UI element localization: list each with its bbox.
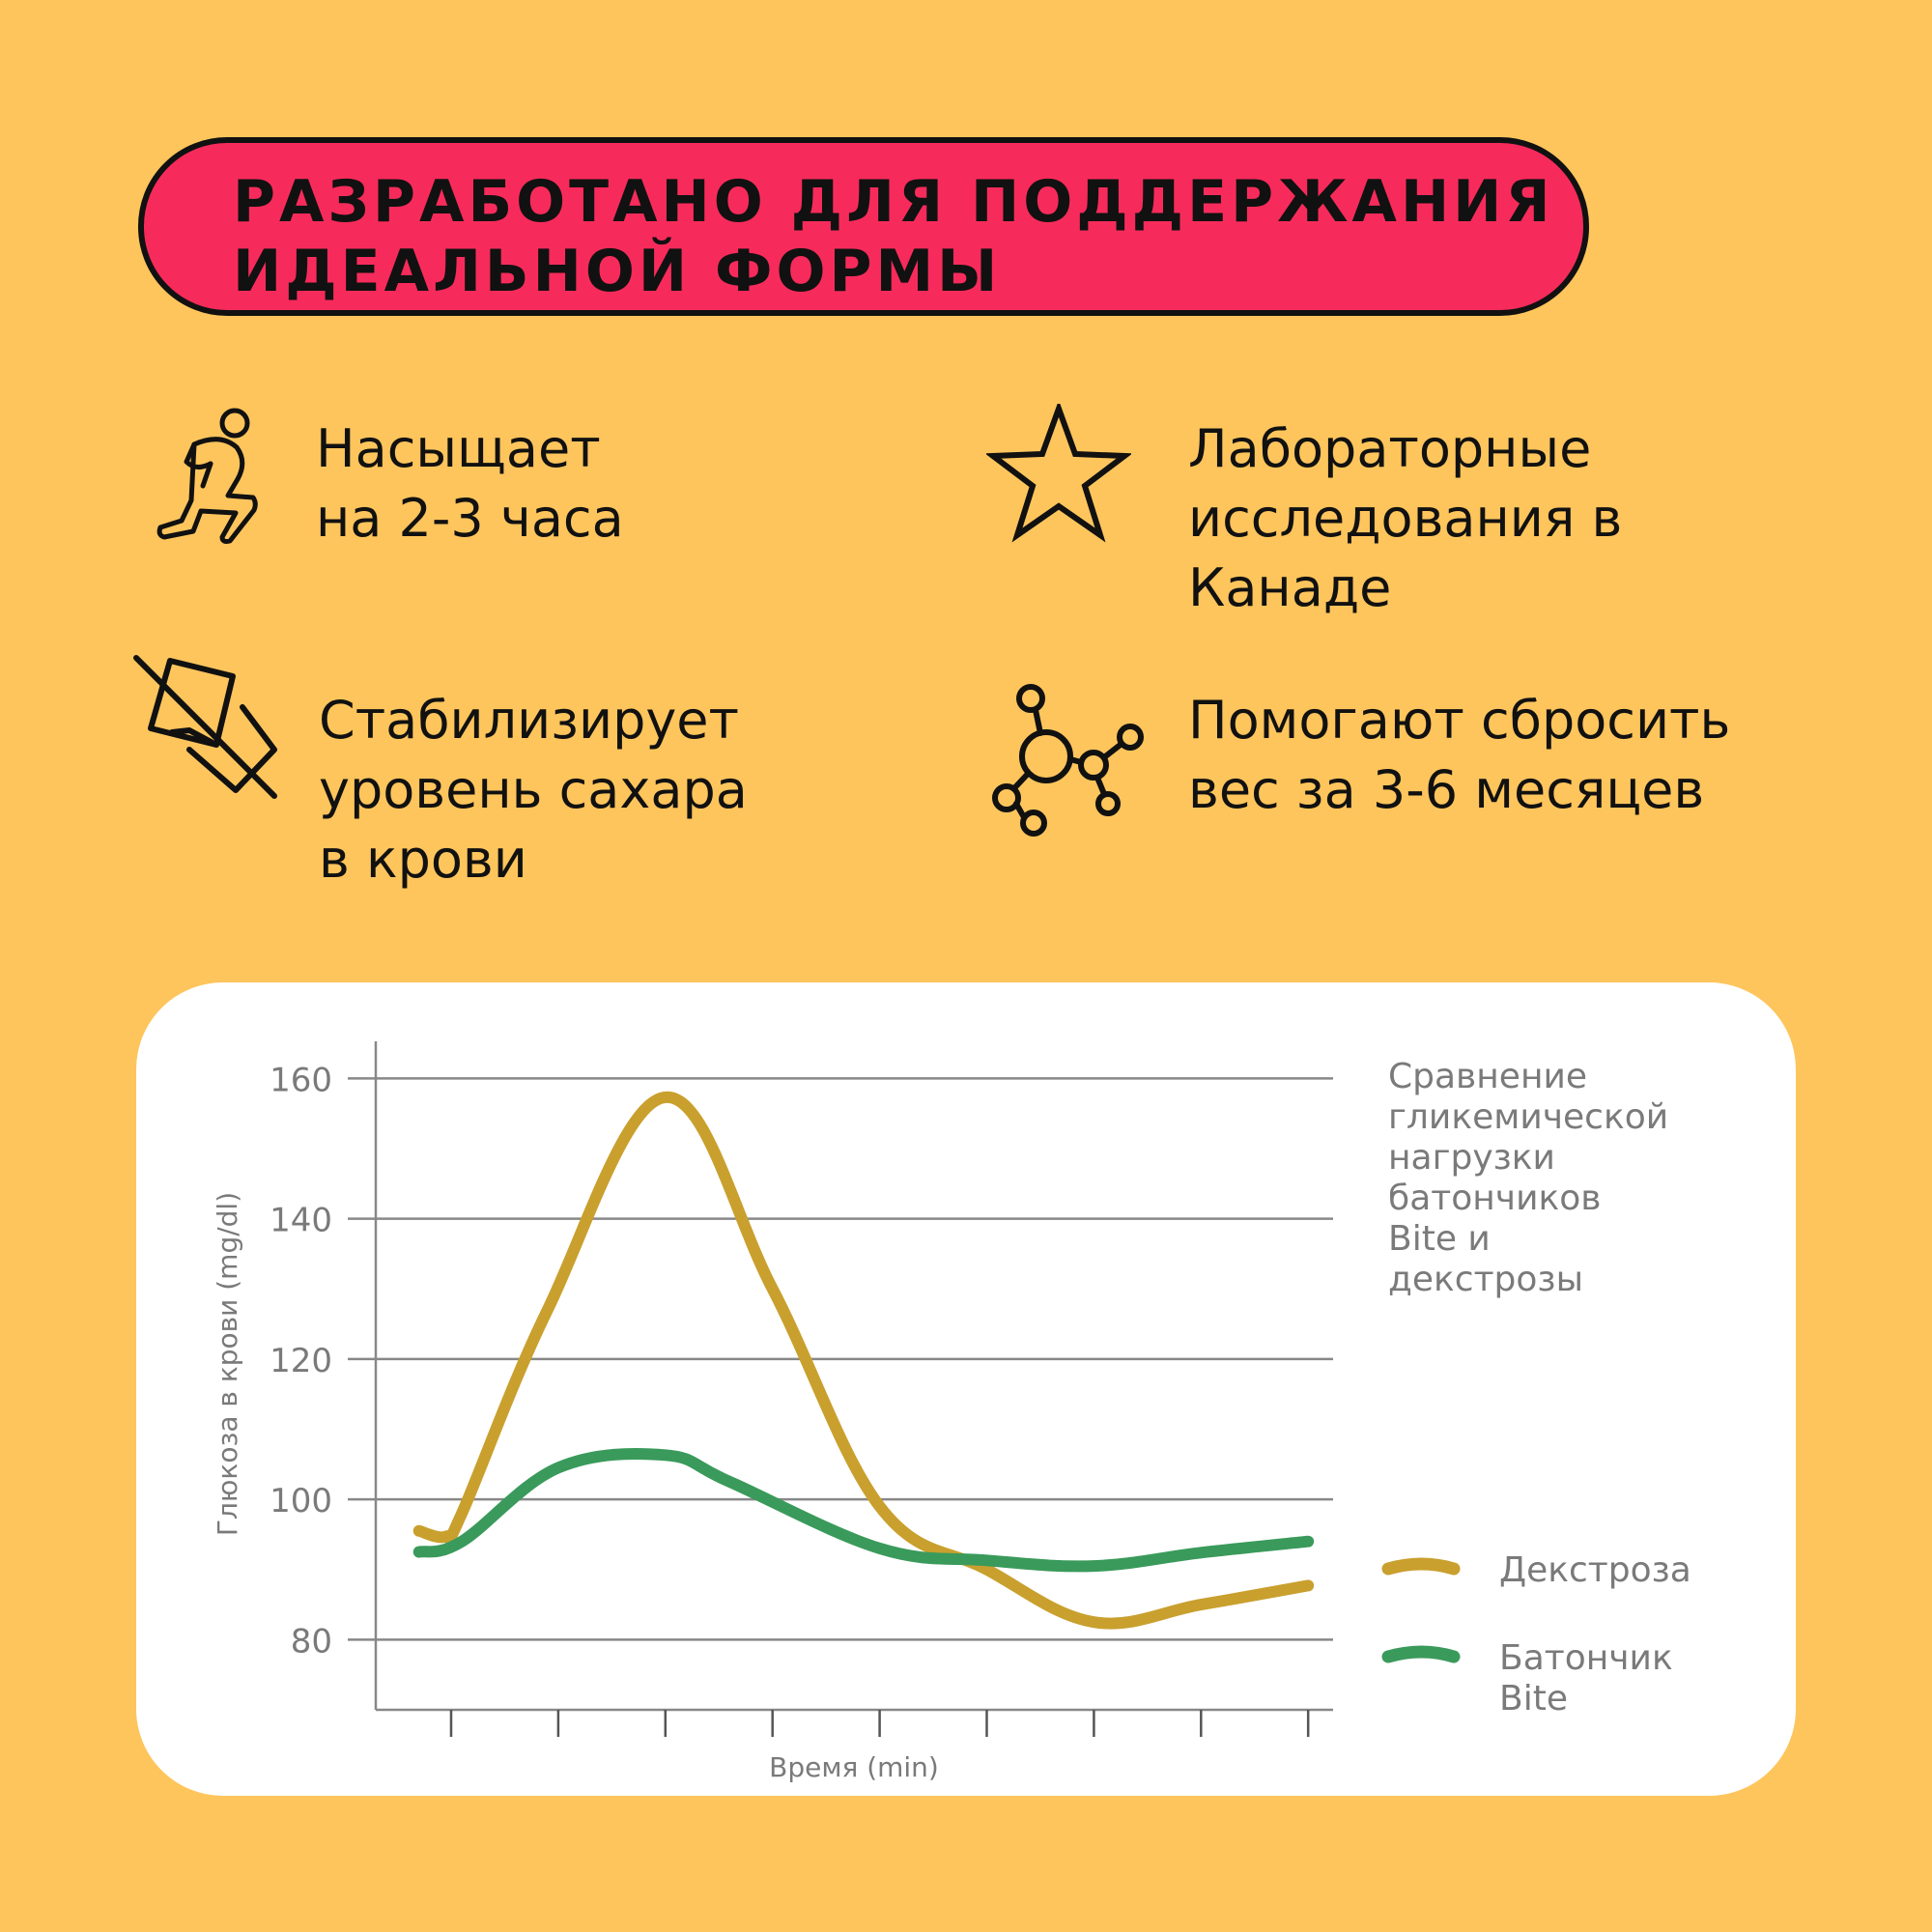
chart-title-line: нагрузки	[1388, 1138, 1555, 1178]
chart-title-line: декстрозы	[1388, 1260, 1583, 1299]
feature-line: Стабилизирует	[319, 690, 739, 751]
series-line-dextrose	[412, 1091, 1315, 1630]
y-tick-label: 100	[270, 1482, 332, 1520]
chart-title-line: Bite и	[1388, 1219, 1491, 1259]
x-axis-label: Время (min)	[769, 1751, 939, 1783]
feature-satiety-text: Насыщает на 2-3 часа	[316, 414, 624, 554]
headline-banner: РАЗРАБОТАНО ДЛЯ ПОДДЕРЖАНИЯ ИДЕАЛЬНОЙ ФО…	[138, 137, 1589, 316]
legend-label: Bite	[1499, 1679, 1568, 1719]
kneeling-person-icon	[156, 408, 258, 544]
feature-line: на 2-3 часа	[316, 488, 624, 549]
chart-card	[136, 982, 1796, 1796]
series-line-bite	[412, 1447, 1315, 1573]
feature-line: вес за 3-6 месяцев	[1188, 759, 1705, 820]
feature-line: уровень сахара	[319, 759, 748, 820]
feature-sugar-text: Стабилизирует уровень сахара в крови	[319, 686, 748, 895]
no-candy-icon	[133, 655, 277, 799]
feature-line: Канаде	[1188, 557, 1392, 618]
feature-line: Лабораторные	[1188, 418, 1592, 479]
feature-line: исследования в	[1188, 488, 1623, 549]
feature-line: Насыщает	[316, 418, 601, 479]
chart-title-line: батончиков	[1388, 1179, 1601, 1218]
feature-weight-text: Помогают сбросить вес за 3-6 месяцев	[1188, 686, 1730, 825]
y-tick-label: 120	[270, 1342, 332, 1380]
molecule-icon	[992, 684, 1144, 837]
chart-title-line: гликемической	[1388, 1097, 1668, 1137]
y-axis-label: Глюкоза в крови (mg/dl)	[212, 1192, 243, 1536]
headline-line-2: ИДЕАЛЬНОЙ ФОРМЫ	[233, 238, 1002, 305]
star-icon	[986, 404, 1131, 543]
legend-swatch-dextrose	[1381, 1557, 1461, 1576]
y-tick-label: 80	[291, 1622, 332, 1661]
feature-line: в крови	[319, 829, 527, 890]
legend-label: Батончик	[1499, 1638, 1673, 1678]
chart-title-line: Сравнение	[1388, 1057, 1587, 1096]
feature-lab-text: Лабораторные исследования в Канаде	[1188, 414, 1622, 623]
legend-label: Декстроза	[1499, 1550, 1691, 1590]
y-tick-label: 160	[270, 1061, 332, 1099]
legend-swatch-bite	[1381, 1645, 1461, 1663]
headline-line-1: РАЗРАБОТАНО ДЛЯ ПОДДЕРЖАНИЯ	[233, 168, 1554, 236]
feature-line: Помогают сбросить	[1188, 690, 1731, 751]
y-tick-label: 140	[270, 1202, 332, 1240]
